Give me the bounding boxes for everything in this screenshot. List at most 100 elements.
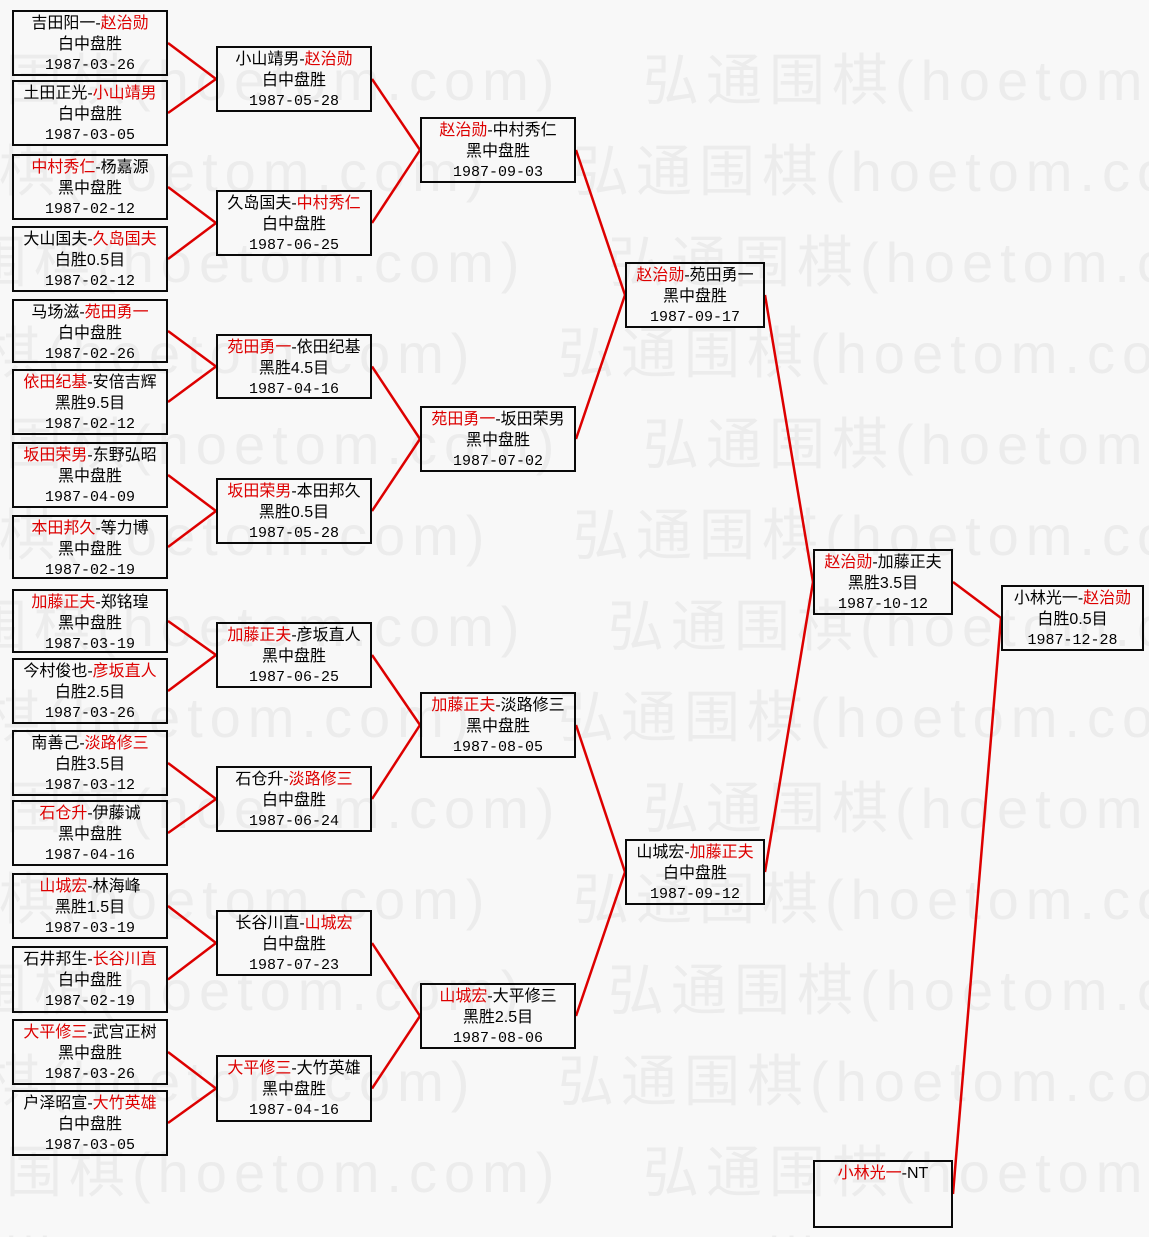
- match-date: 1987-02-26: [44, 346, 135, 363]
- match-date: 1987-04-16: [248, 1102, 339, 1119]
- watermark-text: 弘通围棋(hoetom.com): [558, 686, 1149, 749]
- player1-name: 苑田勇一: [227, 339, 292, 356]
- match-date: 1987-08-05: [452, 739, 543, 756]
- match-date: 1987-06-25: [248, 237, 339, 254]
- match-result: 黑胜0.5目: [258, 504, 330, 521]
- player2-name: 大平修三: [492, 988, 557, 1005]
- vs-dash: -: [87, 663, 93, 680]
- vs-dash: -: [495, 697, 501, 714]
- match-date: 1987-09-03: [452, 164, 543, 181]
- match-date: 1987-07-23: [248, 957, 339, 974]
- match-box: 本田邦久-等力博 黑中盘胜 1987-02-19: [12, 515, 168, 579]
- player2-name: 加藤正夫: [689, 844, 754, 861]
- connector-line: [574, 294, 627, 440]
- connector-line: [167, 186, 217, 224]
- match-result: 黑胜9.5目: [54, 395, 126, 412]
- match-players: 山城宏-大平修三: [422, 986, 574, 1007]
- vs-dash: -: [684, 844, 690, 861]
- player1-name: 坂田荣男: [23, 447, 88, 464]
- player2-name: 赵治勋: [1083, 590, 1132, 607]
- match-box: 依田纪基-安倍吉辉 黑胜9.5目 1987-02-12: [12, 369, 168, 435]
- watermark-text: 弘通围棋(hoetom.com): [0, 231, 527, 294]
- watermark-text: 弘通围棋(hoetom.com): [643, 777, 1149, 840]
- connector-line: [167, 797, 217, 835]
- player1-name: 小山靖男: [235, 51, 300, 68]
- match-box: 大平修三-武宫正树 黑中盘胜 1987-03-26: [12, 1019, 168, 1085]
- player1-name: 户泽昭宣: [23, 1095, 88, 1112]
- player2-name: 山城宏: [304, 915, 353, 932]
- player1-name: 坂田荣男: [227, 483, 292, 500]
- watermark-text: 弘通围棋(hoetom.com): [573, 868, 1149, 931]
- connector-line: [167, 77, 217, 115]
- connector-line: [370, 724, 422, 800]
- match-date: 1987-07-02: [452, 453, 543, 470]
- connector-line: [167, 329, 217, 368]
- match-players: 赵治勋-加藤正夫: [815, 552, 951, 573]
- watermark-text: 弘通围棋(hoetom.com): [608, 959, 1149, 1022]
- match-result: 黑中盘胜: [662, 288, 727, 305]
- vs-dash: -: [87, 878, 93, 895]
- match-result: 白中盘胜: [57, 36, 122, 53]
- match-date: 1987-05-28: [248, 93, 339, 110]
- match-result: 白中盘胜: [57, 1116, 122, 1133]
- player2-name: 加藤正夫: [877, 554, 942, 571]
- vs-dash: -: [291, 339, 297, 356]
- player1-name: 山城宏: [439, 988, 488, 1005]
- match-result: 黑中盘胜: [57, 180, 122, 197]
- watermark-text: 弘通围棋(hoetom.com): [558, 322, 1149, 385]
- match-date: 1987-03-26: [44, 1066, 135, 1083]
- match-result: 黑中盘胜: [57, 468, 122, 485]
- watermark-text: 弘通围棋(hoetom.com): [0, 1141, 562, 1204]
- match-players: 土田正光-小山靖男: [14, 83, 166, 104]
- player2-name: 大竹英雄: [296, 1060, 361, 1077]
- connector-line: [370, 1015, 422, 1090]
- watermark-text: 弘通围棋(hoetom.com): [643, 413, 1149, 476]
- match-result: 黑胜1.5目: [54, 899, 126, 916]
- match-result: 白中盘胜: [57, 325, 122, 342]
- vs-dash: -: [291, 195, 297, 212]
- player1-name: 久岛国夫: [227, 195, 292, 212]
- match-players: 赵治勋-中村秀仁: [422, 120, 574, 141]
- match-result: 黑胜2.5目: [462, 1009, 534, 1026]
- match-date: 1987-09-17: [649, 309, 740, 326]
- connector-line: [167, 619, 217, 657]
- match-players: 赵治勋-苑田勇一: [627, 265, 763, 286]
- match-box: 坂田荣男-本田邦久 黑胜0.5目 1987-05-28: [216, 478, 372, 544]
- vs-dash: -: [291, 1060, 297, 1077]
- watermark-text: 弘通围棋(hoetom.com): [0, 686, 477, 749]
- player1-name: 大山国夫: [23, 231, 88, 248]
- vs-dash: -: [684, 267, 690, 284]
- connector-line: [370, 365, 422, 440]
- vs-dash: -: [495, 411, 501, 428]
- connector-line: [167, 654, 217, 692]
- player2-name: 赵治勋: [304, 51, 353, 68]
- vs-dash: -: [79, 735, 85, 752]
- player1-name: 赵治勋: [824, 554, 873, 571]
- player2-name: 东野弘昭: [92, 447, 157, 464]
- match-result: 白胜0.5目: [54, 252, 126, 269]
- match-box: 加藤正夫-彦坂直人 黑中盘胜 1987-06-25: [216, 622, 372, 688]
- match-box: 山城宏-加藤正夫 白中盘胜 1987-09-12: [625, 839, 765, 905]
- player1-name: 马场滋: [31, 304, 80, 321]
- player1-name: 吉田阳一: [31, 15, 96, 32]
- player1-name: 土田正光: [23, 85, 88, 102]
- match-result: 黑中盘胜: [57, 1045, 122, 1062]
- match-result: 白胜2.5目: [54, 684, 126, 701]
- player1-name: 加藤正夫: [431, 697, 496, 714]
- watermark-text: 弘通围棋(hoetom.com): [0, 1219, 491, 1237]
- match-box: 苑田勇一-依田纪基 黑胜4.5目 1987-04-16: [216, 334, 372, 399]
- player1-name: 山城宏: [39, 878, 88, 895]
- player2-name: 彦坂直人: [92, 663, 157, 680]
- connector-line: [370, 149, 422, 224]
- match-box: 赵治勋-中村秀仁 黑中盘胜 1987-09-03: [420, 117, 576, 183]
- match-date: 1987-06-24: [248, 813, 339, 830]
- vs-dash: -: [87, 805, 93, 822]
- vs-dash: -: [487, 122, 493, 139]
- player1-name: 本田邦久: [31, 520, 96, 537]
- match-players: 石仓升-伊藤诚: [14, 803, 166, 824]
- vs-dash: -: [87, 447, 93, 464]
- connector-line: [167, 1051, 217, 1090]
- match-players: 苑田勇一-依田纪基: [218, 337, 370, 358]
- connector-line: [167, 942, 217, 981]
- player2-name: 中村秀仁: [492, 122, 557, 139]
